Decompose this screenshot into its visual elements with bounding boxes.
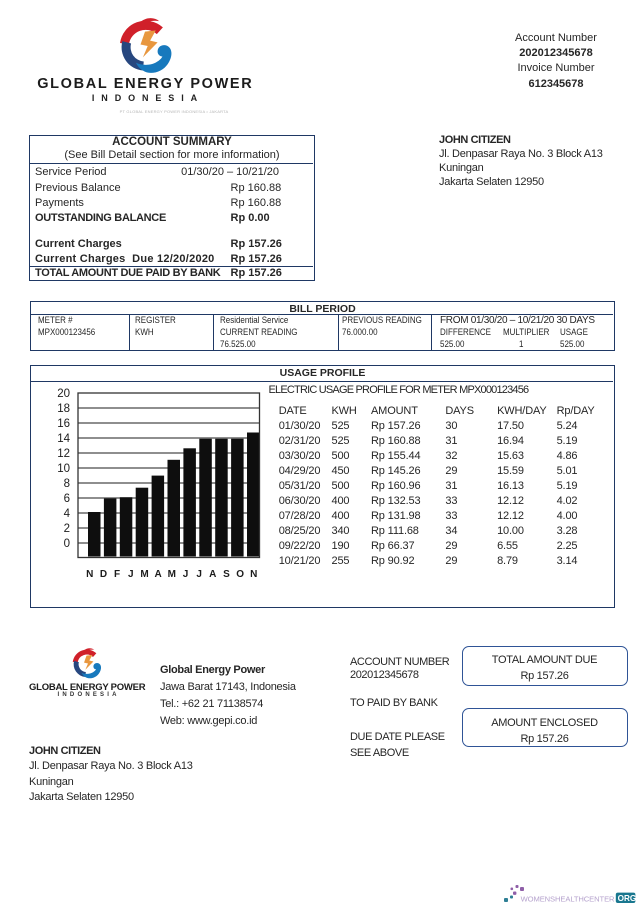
svg-text:18: 18 [57, 403, 70, 415]
svg-text:WOMENSHEALTHCENTER: WOMENSHEALTHCENTER [521, 895, 615, 904]
svg-text:4: 4 [64, 508, 71, 520]
svg-text:2: 2 [64, 523, 70, 535]
svg-text:M: M [140, 569, 148, 580]
svg-text:N: N [86, 569, 93, 580]
svg-text:M: M [168, 569, 176, 580]
svg-text:14: 14 [57, 433, 70, 445]
svg-text:O: O [236, 569, 244, 580]
svg-text:D: D [100, 569, 107, 580]
svg-text:J: J [196, 569, 202, 580]
svg-text:A: A [209, 569, 216, 580]
svg-text:S: S [223, 569, 230, 580]
svg-text:J: J [128, 569, 134, 580]
svg-text:6: 6 [64, 493, 70, 505]
svg-text:16: 16 [57, 418, 70, 430]
svg-text:ORG: ORG [618, 894, 637, 903]
svg-text:10: 10 [57, 463, 70, 475]
svg-text:8: 8 [64, 478, 70, 490]
svg-text:J: J [183, 569, 189, 580]
svg-text:20: 20 [57, 388, 70, 400]
svg-text:0: 0 [64, 538, 70, 550]
svg-text:12: 12 [57, 448, 70, 460]
svg-text:N: N [250, 569, 257, 580]
svg-text:F: F [114, 569, 120, 580]
svg-text:A: A [154, 569, 161, 580]
